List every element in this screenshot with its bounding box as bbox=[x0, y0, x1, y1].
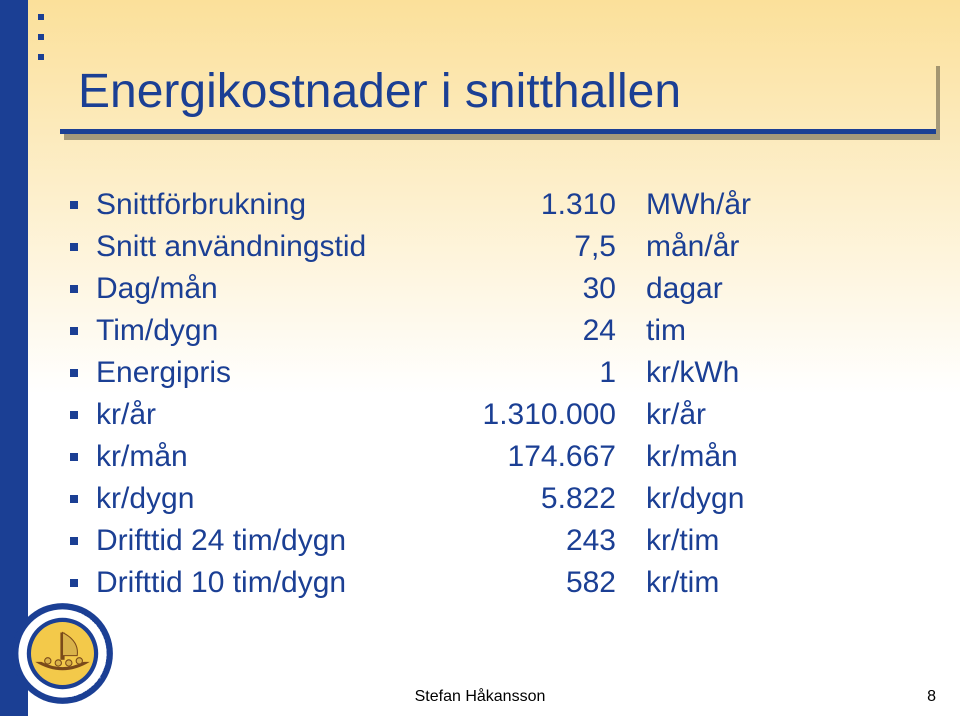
row-value: 30 bbox=[416, 272, 646, 306]
list-item: Dag/mån30dagar bbox=[70, 272, 900, 306]
bullet-icon bbox=[70, 537, 78, 545]
row-label: Dag/mån bbox=[96, 272, 416, 306]
row-label: Snittförbrukning bbox=[96, 188, 416, 222]
row-label: Tim/dygn bbox=[96, 314, 416, 348]
row-label: kr/dygn bbox=[96, 482, 416, 516]
row-label: Energipris bbox=[96, 356, 416, 390]
row-unit: kr/år bbox=[646, 398, 900, 432]
bullet-icon bbox=[70, 453, 78, 461]
slide-title: Energikostnader i snitthallen bbox=[78, 64, 918, 119]
row-unit: kr/tim bbox=[646, 566, 900, 600]
row-unit: kr/kWh bbox=[646, 356, 900, 390]
bullet-icon bbox=[70, 201, 78, 209]
row-value: 1 bbox=[416, 356, 646, 390]
row-unit: kr/mån bbox=[646, 440, 900, 474]
list-item: Snittförbrukning1.310MWh/år bbox=[70, 188, 900, 222]
footer-author: Stefan Håkansson bbox=[0, 688, 960, 706]
list-item: Energipris1kr/kWh bbox=[70, 356, 900, 390]
row-value: 1.310 bbox=[416, 188, 646, 222]
row-unit: dagar bbox=[646, 272, 900, 306]
bullet-icon bbox=[70, 579, 78, 587]
list-item: kr/mån174.667kr/mån bbox=[70, 440, 900, 474]
list-item: Drifttid 24 tim/dygn243kr/tim bbox=[70, 524, 900, 558]
content-list: Snittförbrukning1.310MWh/år Snitt användn… bbox=[70, 180, 900, 608]
list-item: kr/dygn5.822kr/dygn bbox=[70, 482, 900, 516]
slide: Energikostnader i snitthallen Snittförbr… bbox=[0, 0, 960, 716]
list-item: Drifttid 10 tim/dygn582kr/tim bbox=[70, 566, 900, 600]
row-value: 582 bbox=[416, 566, 646, 600]
row-unit: MWh/år bbox=[646, 188, 900, 222]
list-item: kr/år1.310.000kr/år bbox=[70, 398, 900, 432]
row-label: Drifttid 24 tim/dygn bbox=[96, 524, 416, 558]
bullet-icon bbox=[70, 369, 78, 377]
row-value: 174.667 bbox=[416, 440, 646, 474]
row-label: Snitt användningstid bbox=[96, 230, 416, 264]
bullet-icon bbox=[70, 495, 78, 503]
row-value: 243 bbox=[416, 524, 646, 558]
row-unit: kr/tim bbox=[646, 524, 900, 558]
row-label: kr/år bbox=[96, 398, 416, 432]
row-label: kr/mån bbox=[96, 440, 416, 474]
bullet-icon bbox=[70, 243, 78, 251]
list-item: Snitt användningstid7,5mån/år bbox=[70, 230, 900, 264]
decor-bullets bbox=[38, 14, 44, 60]
list-item: Tim/dygn24tim bbox=[70, 314, 900, 348]
row-value: 24 bbox=[416, 314, 646, 348]
row-unit: mån/år bbox=[646, 230, 900, 264]
bullet-icon bbox=[70, 411, 78, 419]
row-value: 5.822 bbox=[416, 482, 646, 516]
row-unit: tim bbox=[646, 314, 900, 348]
row-label: Drifttid 10 tim/dygn bbox=[96, 566, 416, 600]
row-unit: kr/dygn bbox=[646, 482, 900, 516]
row-value: 7,5 bbox=[416, 230, 646, 264]
row-value: 1.310.000 bbox=[416, 398, 646, 432]
page-number: 8 bbox=[927, 688, 936, 706]
bullet-icon bbox=[70, 327, 78, 335]
bullet-icon bbox=[70, 285, 78, 293]
title-box: Energikostnader i snitthallen bbox=[60, 60, 936, 134]
